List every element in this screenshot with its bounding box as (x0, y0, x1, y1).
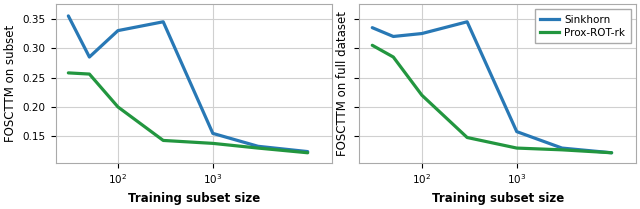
X-axis label: Training subset size: Training subset size (431, 192, 564, 205)
Legend: Sinkhorn, Prox-ROT-rk: Sinkhorn, Prox-ROT-rk (535, 9, 630, 43)
Y-axis label: FOSCTTM on full dataset: FOSCTTM on full dataset (336, 11, 349, 156)
X-axis label: Training subset size: Training subset size (127, 192, 260, 205)
Y-axis label: FOSCTTM on subset: FOSCTTM on subset (4, 25, 17, 142)
